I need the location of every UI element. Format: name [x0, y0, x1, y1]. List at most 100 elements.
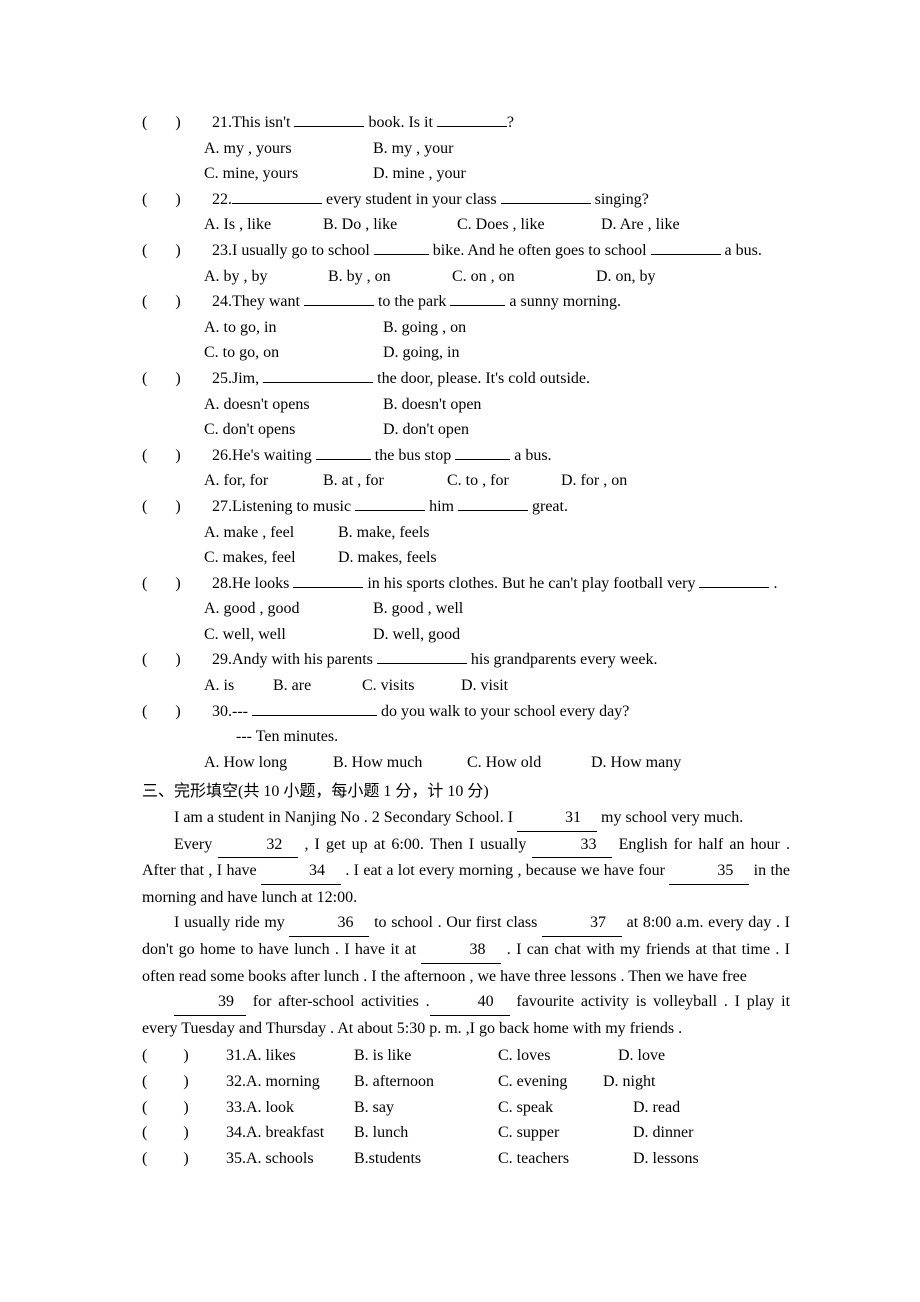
question-text: 23.I usually go to school bike. And he o…: [212, 238, 790, 264]
question-text: 27.Listening to music him great.: [212, 494, 790, 520]
option-c: C. don't opens: [204, 417, 379, 443]
answer-paren: ( ): [142, 187, 212, 213]
answer-paren: ( ): [142, 1146, 226, 1172]
option-c: C. well, well: [204, 622, 369, 648]
option-d: D. mine , your: [373, 165, 466, 182]
option-c: C. on , on: [452, 264, 592, 290]
options-row: A. How long B. How much C. How old D. Ho…: [142, 750, 790, 776]
option-a: A. make , feel: [204, 520, 334, 546]
option-b: B. Do , like: [323, 212, 453, 238]
cloze-opt-c: C. supper: [498, 1120, 633, 1146]
cloze-opt-c: C. speak: [498, 1095, 633, 1121]
question-30: ( ) 30.--- do you walk to your school ev…: [142, 699, 790, 725]
cloze-row-33: ( ) 33.A. look B. say C. speak D. read: [142, 1095, 790, 1121]
option-c: C. to go, on: [204, 340, 379, 366]
cloze-opt-d: D. night: [603, 1069, 655, 1095]
question-27: ( ) 27.Listening to music him great.: [142, 494, 790, 520]
options-row: A. for, for B. at , for C. to , for D. f…: [142, 468, 790, 494]
cloze-row-31: ( ) 31.A. likes B. is like C. loves D. l…: [142, 1043, 790, 1069]
question-text: 21.This isn't book. Is it ?: [212, 110, 790, 136]
cloze-row-32: ( ) 32.A. morning B. afternoon C. evenin…: [142, 1069, 790, 1095]
option-a: A. How long: [204, 750, 329, 776]
cloze-opt-b: B. lunch: [354, 1120, 498, 1146]
option-d: D. Are , like: [601, 216, 680, 233]
cloze-row-35: ( ) 35.A. schools B.students C. teachers…: [142, 1146, 790, 1172]
option-d: D. makes, feels: [338, 549, 437, 566]
option-b: B. doesn't open: [383, 396, 481, 413]
cloze-opt-a: 35.A. schools: [226, 1146, 354, 1172]
option-c: C. How old: [467, 750, 587, 776]
question-21: ( ) 21.This isn't book. Is it ?: [142, 110, 790, 136]
cloze-opt-a: 32.A. morning: [226, 1069, 354, 1095]
option-a: A. doesn't opens: [204, 392, 379, 418]
question-text: 28.He looks in his sports clothes. But h…: [212, 571, 790, 597]
options-row: C. don't opens D. don't open: [142, 417, 790, 443]
option-c: C. mine, yours: [204, 161, 369, 187]
option-d: D. going, in: [383, 344, 459, 361]
answer-paren: ( ): [142, 699, 212, 725]
question-22: ( ) 22. every student in your class sing…: [142, 187, 790, 213]
option-b: B. make, feels: [338, 524, 430, 541]
options-row: A. make , feel B. make, feels: [142, 520, 790, 546]
cloze-opt-c: C. loves: [498, 1043, 618, 1069]
options-row: A. my , yours B. my , your: [142, 136, 790, 162]
options-row: A. good , good B. good , well: [142, 596, 790, 622]
question-text: 25.Jim, the door, please. It's cold outs…: [212, 366, 790, 392]
options-row: C. makes, feel D. makes, feels: [142, 545, 790, 571]
cloze-opt-d: D. dinner: [633, 1120, 693, 1146]
cloze-opt-d: D. read: [633, 1095, 680, 1121]
option-b: B. by , on: [328, 264, 448, 290]
option-d: D. visit: [461, 677, 508, 694]
option-a: A. Is , like: [204, 212, 319, 238]
option-d: D. for , on: [561, 472, 627, 489]
question-25: ( ) 25.Jim, the door, please. It's cold …: [142, 366, 790, 392]
option-c: C. to , for: [447, 468, 557, 494]
options-row: C. mine, yours D. mine , your: [142, 161, 790, 187]
option-b: B. my , your: [373, 140, 453, 157]
option-c: C. Does , like: [457, 212, 597, 238]
option-d: D. don't open: [383, 421, 469, 438]
answer-paren: ( ): [142, 366, 212, 392]
answer-paren: ( ): [142, 110, 212, 136]
answer-paren: ( ): [142, 494, 212, 520]
answer-paren: ( ): [142, 238, 212, 264]
option-a: A. to go, in: [204, 315, 379, 341]
answer-paren: ( ): [142, 1069, 226, 1095]
options-row: A. Is , like B. Do , like C. Does , like…: [142, 212, 790, 238]
cloze-row-34: ( ) 34.A. breakfast B. lunch C. supper D…: [142, 1120, 790, 1146]
options-row: A. by , by B. by , on C. on , on D. on, …: [142, 264, 790, 290]
option-a: A. my , yours: [204, 136, 369, 162]
options-row: C. well, well D. well, good: [142, 622, 790, 648]
question-26: ( ) 26.He's waiting the bus stop a bus.: [142, 443, 790, 469]
option-b: B. How much: [333, 750, 463, 776]
cloze-opt-a: 31.A. likes: [226, 1043, 354, 1069]
question-23: ( ) 23.I usually go to school bike. And …: [142, 238, 790, 264]
options-row: A. is B. are C. visits D. visit: [142, 673, 790, 699]
answer-paren: ( ): [142, 647, 212, 673]
options-row: A. doesn't opens B. doesn't open: [142, 392, 790, 418]
question-text: 22. every student in your class singing?: [212, 187, 790, 213]
cloze-opt-c: C. evening: [498, 1069, 603, 1095]
question-28: ( ) 28.He looks in his sports clothes. B…: [142, 571, 790, 597]
section-title: 三、完形填空(共 10 小题，每小题 1 分，计 10 分): [142, 779, 790, 805]
cloze-opt-a: 33.A. look: [226, 1095, 354, 1121]
question-text: 26.He's waiting the bus stop a bus.: [212, 443, 790, 469]
options-row: C. to go, on D. going, in: [142, 340, 790, 366]
cloze-opt-d: D. lessons: [633, 1146, 699, 1172]
option-c: C. makes, feel: [204, 545, 334, 571]
option-b: B. going , on: [383, 319, 466, 336]
cloze-opt-b: B.students: [354, 1146, 498, 1172]
option-b: B. good , well: [373, 600, 463, 617]
option-b: B. are: [273, 673, 358, 699]
answer-paren: ( ): [142, 1043, 226, 1069]
option-d: D. on, by: [596, 268, 656, 285]
question-text: 29.Andy with his parents his grandparent…: [212, 647, 790, 673]
question-24: ( ) 24.They want to the park a sunny mor…: [142, 289, 790, 315]
answer-paren: ( ): [142, 289, 212, 315]
option-a: A. by , by: [204, 264, 324, 290]
options-row: A. to go, in B. going , on: [142, 315, 790, 341]
answer-paren: ( ): [142, 443, 212, 469]
answer-paren: ( ): [142, 571, 212, 597]
cloze-opt-b: B. is like: [354, 1043, 498, 1069]
question-reply: --- Ten minutes.: [142, 724, 790, 750]
